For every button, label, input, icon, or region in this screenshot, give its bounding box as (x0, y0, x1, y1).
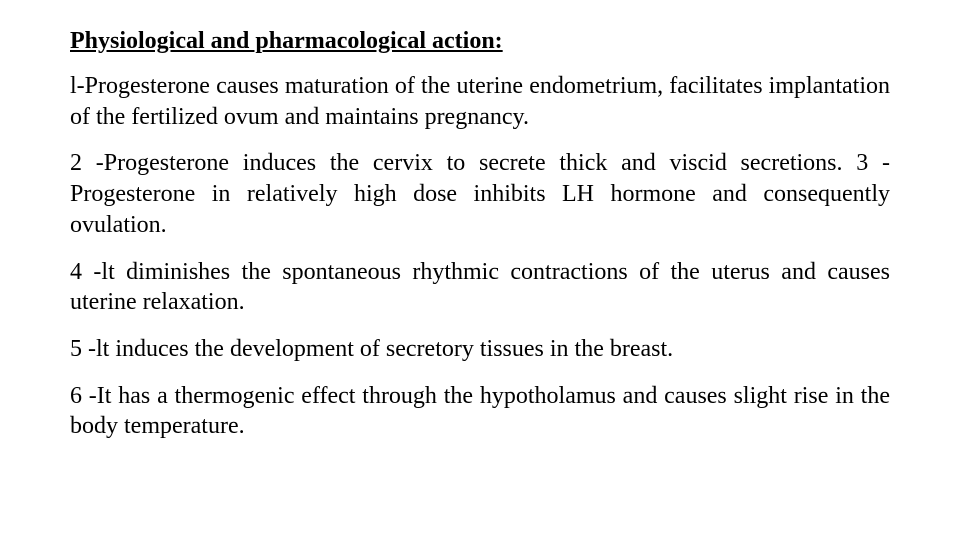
paragraph-1: l-Progesterone causes maturation of the … (70, 71, 890, 132)
paragraph-4: 5 -lt induces the development of secreto… (70, 334, 890, 365)
paragraph-5: 6 -It has a thermogenic effect through t… (70, 381, 890, 442)
paragraph-2: 2 -Progesterone induces the cervix to se… (70, 148, 890, 240)
section-heading: Physiological and pharmacological action… (70, 28, 890, 55)
paragraph-3: 4 -lt diminishes the spontaneous rhythmi… (70, 257, 890, 318)
